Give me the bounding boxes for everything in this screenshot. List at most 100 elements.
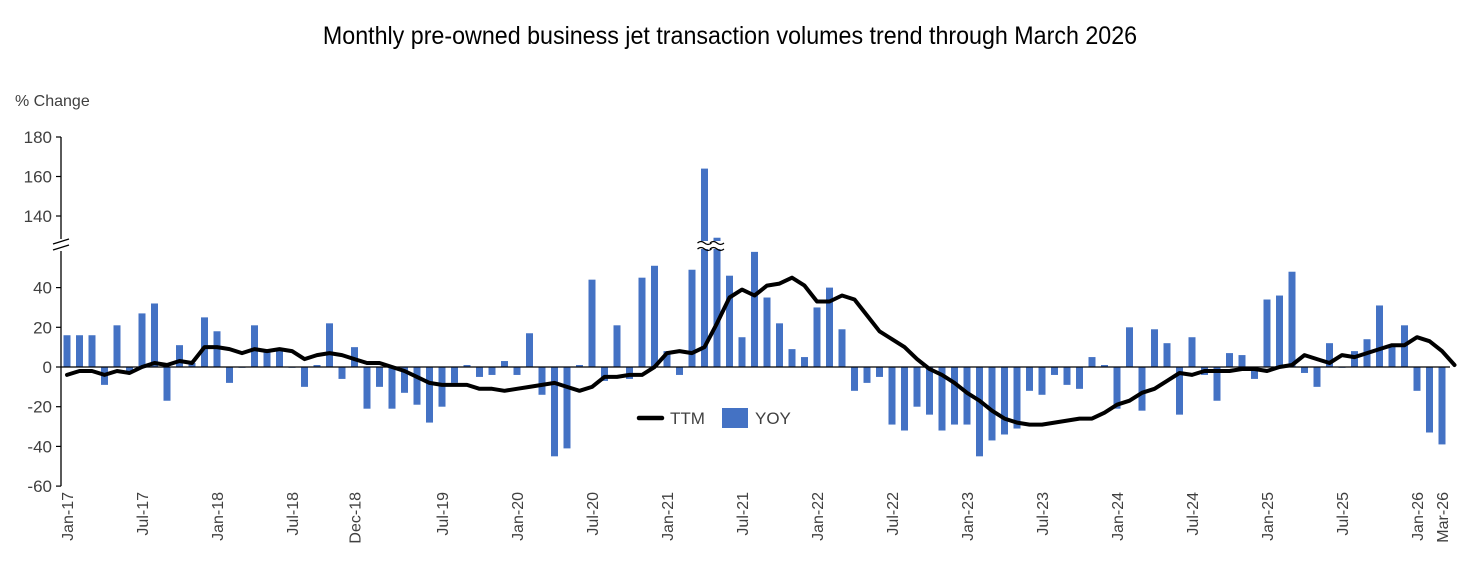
yoy-bar xyxy=(301,367,308,387)
yoy-bar xyxy=(263,351,271,367)
yoy-bar xyxy=(1426,367,1433,433)
yoy-bar xyxy=(913,367,921,407)
x-tick-label: Jul-19 xyxy=(435,492,452,536)
yoy-bar xyxy=(1038,367,1046,395)
yoy-bar xyxy=(1051,367,1058,375)
yoy-bar xyxy=(138,313,146,367)
yoy-bar xyxy=(1213,367,1221,401)
yoy-bar xyxy=(488,367,496,375)
yoy-bar xyxy=(1388,345,1396,367)
yoy-bar xyxy=(501,361,508,367)
yoy-bar xyxy=(863,367,871,383)
yoy-bar xyxy=(1013,367,1021,429)
yoy-bar xyxy=(651,265,658,367)
yoy-bar xyxy=(1376,305,1383,367)
yoy-bar xyxy=(1276,295,1283,367)
x-tick-label: Jul-24 xyxy=(1185,492,1202,536)
yoy-bar xyxy=(326,323,333,367)
yoy-bar xyxy=(563,367,571,449)
x-tick-label: Dec-18 xyxy=(348,492,365,544)
y-tick-label: 180 xyxy=(24,128,52,147)
yoy-bar xyxy=(788,349,796,367)
x-tick-label: Jul-23 xyxy=(1035,492,1052,536)
bar-break-gap xyxy=(712,241,722,249)
y-tick-label: 140 xyxy=(24,207,52,226)
x-tick-label: Jan-25 xyxy=(1260,492,1277,541)
yoy-bar xyxy=(126,367,133,371)
yoy-bar xyxy=(513,367,521,375)
yoy-bar xyxy=(1126,327,1133,367)
yoy-bar xyxy=(1326,343,1333,367)
yoy-bar xyxy=(938,367,946,431)
yoy-bar xyxy=(901,367,908,431)
yoy-bar xyxy=(676,367,683,375)
x-tick-label: Jul-17 xyxy=(135,492,152,536)
yoy-bar xyxy=(363,367,371,409)
yoy-bar xyxy=(1188,337,1196,367)
yoy-bar xyxy=(151,303,158,367)
legend: TTM YOY xyxy=(636,408,791,428)
yoy-bar xyxy=(613,325,621,367)
yoy-bar xyxy=(163,367,171,401)
axis-break-mark xyxy=(52,238,70,245)
x-tick-label: Jul-20 xyxy=(585,492,602,536)
x-tick-label: Jan-20 xyxy=(510,492,527,541)
yoy-bar xyxy=(413,367,421,405)
yoy-bar xyxy=(888,367,896,425)
yoy-bar xyxy=(926,367,933,415)
yoy-bar xyxy=(526,333,533,367)
yoy-bar xyxy=(638,277,646,367)
yoy-bar xyxy=(376,367,383,387)
x-tick-label: Jul-21 xyxy=(735,492,752,536)
y-tick-label: -60 xyxy=(27,477,52,496)
yoy-bar xyxy=(1438,367,1446,445)
y-tick-label: -40 xyxy=(27,437,52,456)
x-tick-label: Jan-26 xyxy=(1410,492,1427,541)
yoy-bar xyxy=(538,367,546,395)
yoy-bar xyxy=(576,365,583,367)
legend-yoy-swatch xyxy=(722,408,748,428)
y-tick-label: -20 xyxy=(27,398,52,417)
legend-yoy-label: YOY xyxy=(755,409,791,428)
x-tick-label: Jan-18 xyxy=(210,492,227,541)
ttm-line-group xyxy=(65,275,1457,427)
yoy-bar xyxy=(776,323,783,367)
x-axis: Jan-17 Jul-17 Jan-18 Jul-18 Dec-18 Jul-19 Jan-… xyxy=(60,492,1452,544)
yoy-bar xyxy=(1026,367,1033,391)
y-tick-label: 0 xyxy=(43,358,52,377)
bar-break-mark xyxy=(709,246,725,252)
yoy-bar xyxy=(476,367,483,377)
y-tick-label: 160 xyxy=(24,168,52,187)
yoy-bar xyxy=(201,317,208,367)
yoy-bar xyxy=(1176,367,1183,415)
yoy-bar xyxy=(801,357,808,367)
yoy-bar xyxy=(1113,367,1121,409)
yoy-bar xyxy=(726,275,733,367)
yoy-bar xyxy=(738,337,746,367)
y-axis-label: % Change xyxy=(15,93,90,110)
yoy-bar xyxy=(826,287,833,367)
yoy-bar xyxy=(213,331,221,367)
yoy-bar xyxy=(1101,365,1108,367)
bar-break-mark xyxy=(709,240,725,246)
x-tick-label: Jan-22 xyxy=(810,492,827,541)
yoy-bar xyxy=(1413,367,1421,391)
y-axis: 140 160 180 -60 -40 -20 0 20 40 % Change xyxy=(15,93,90,496)
yoy-bar xyxy=(88,335,96,367)
x-tick-label: Mar-26 xyxy=(1435,492,1452,543)
yoy-bar xyxy=(876,367,883,377)
yoy-bar xyxy=(1163,343,1171,367)
yoy-bar xyxy=(713,237,721,367)
yoy-bar xyxy=(113,325,121,367)
yoy-bar xyxy=(551,367,558,457)
yoy-bar xyxy=(1288,271,1296,367)
yoy-bar xyxy=(76,335,83,367)
yoy-bar xyxy=(451,367,458,383)
yoy-bar xyxy=(388,367,396,409)
yoy-bar xyxy=(1088,357,1096,367)
yoy-bar xyxy=(688,269,696,367)
yoy-bar xyxy=(338,367,346,379)
yoy-bar xyxy=(176,345,183,367)
x-tick-label: Jan-21 xyxy=(660,492,677,541)
